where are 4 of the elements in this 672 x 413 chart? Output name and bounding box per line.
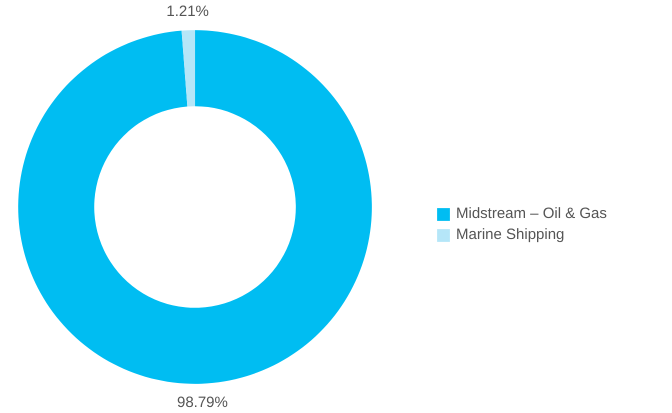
legend-label: Midstream – Oil & Gas xyxy=(456,205,607,222)
legend-label: Marine Shipping xyxy=(456,226,564,243)
data-label: 98.79% xyxy=(176,394,228,412)
data-label: 1.21% xyxy=(166,2,209,20)
